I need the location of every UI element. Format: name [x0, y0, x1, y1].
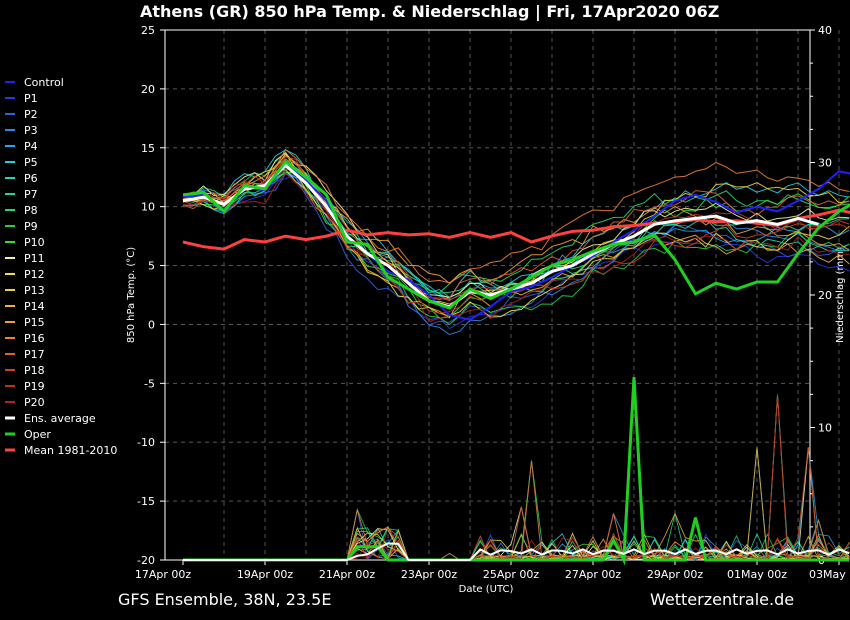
legend-label: Mean 1981-2010 [24, 444, 117, 457]
legend-label: P10 [24, 236, 45, 249]
precip-line-p4 [183, 447, 850, 561]
member-line-p2 [182, 173, 850, 326]
precipitation-lines [183, 377, 850, 566]
tick-label-y2: 10 [818, 422, 832, 435]
chart-title: Athens (GR) 850 hPa Temp. & Niederschlag… [140, 2, 719, 22]
x-axis: 17Apr 00z 19Apr 00z 21Apr 00z 23Apr 00z 25Ap… [135, 560, 850, 581]
main-series [182, 159, 850, 321]
member-line-p5 [182, 149, 850, 300]
tick-label-x: 19Apr 00z [237, 568, 294, 581]
member-line-p6 [182, 167, 850, 299]
footer-brand: Wetterzentrale.de [650, 590, 794, 609]
member-line-p18 [182, 156, 850, 302]
precip-line-ens-average [183, 542, 850, 561]
precip-line-p15 [183, 447, 850, 561]
tick-label-x: 27Apr 00z [565, 568, 622, 581]
legend-label: P20 [24, 396, 45, 409]
legend-label: P2 [24, 108, 38, 121]
legend-label: P12 [24, 268, 45, 281]
grid [165, 30, 840, 560]
member-line-p8 [182, 171, 850, 294]
tick-label-x: 23Apr 00z [401, 568, 458, 581]
legend-label: P17 [24, 348, 45, 361]
legend: Control P1 P2 P3 P4 P5 P6 P7 P8 P9 P10 P11 P12 P13 P14… [5, 76, 117, 457]
legend-label: P15 [24, 316, 45, 329]
tick-label-y: 0 [148, 318, 155, 331]
precip-line-p1 [183, 447, 850, 561]
legend-label: P16 [24, 332, 45, 345]
legend-label: P19 [24, 380, 45, 393]
precip-line-p11 [183, 447, 850, 561]
precip-line-p13 [183, 394, 850, 561]
legend-label: Ens. average [24, 412, 96, 425]
legend-label: P8 [24, 204, 38, 217]
tick-label-y: -5 [144, 377, 155, 390]
precip-line-p6 [183, 394, 850, 561]
legend-label: P3 [24, 124, 38, 137]
series-line-ens-average [182, 163, 819, 309]
member-line-p16 [182, 148, 850, 284]
legend-label: P14 [24, 300, 45, 313]
tick-label-y2: 20 [818, 289, 832, 302]
tick-label-y: 5 [148, 260, 155, 273]
tick-label-y: 25 [141, 24, 155, 37]
tick-label-y2: 30 [818, 157, 832, 170]
legend-label: P18 [24, 364, 45, 377]
tick-label-x: 17Apr 00z [135, 568, 192, 581]
legend-label: Oper [24, 428, 51, 441]
legend-label: Control [24, 76, 64, 89]
member-line-p1 [182, 173, 850, 330]
member-line-p15 [182, 155, 850, 284]
x-axis-label: Date (UTC) [459, 584, 514, 595]
y-axis-left: -20 -15 -10 -5 0 5 10 15 20 25 [137, 24, 165, 567]
footer-source: GFS Ensemble, 38N, 23.5E [118, 590, 331, 609]
tick-label-y: -10 [137, 436, 155, 449]
legend-label: P4 [24, 140, 38, 153]
tick-label-x: 03May 00z [809, 568, 850, 581]
legend-label: P1 [24, 92, 38, 105]
ensemble-members [182, 148, 850, 336]
legend-label: P11 [24, 252, 45, 265]
precip-line-p18 [183, 447, 850, 561]
tick-label-x: 01May 00z [727, 568, 787, 581]
tick-label-y: 15 [141, 142, 155, 155]
tick-label-y: -20 [137, 554, 155, 567]
tick-label-y: -15 [137, 495, 155, 508]
legend-label: P9 [24, 220, 38, 233]
tick-label-y: 20 [141, 83, 155, 96]
tick-label-x: 29Apr 00z [647, 568, 704, 581]
y-axis-label: 850 hPa Temp. (°C) [126, 247, 137, 343]
series-line-oper [182, 159, 850, 310]
y2-axis-label: Niederschlag (mm) [835, 247, 846, 343]
precip-line-p8 [183, 447, 850, 561]
legend-label: P7 [24, 188, 38, 201]
tick-label-y2: 40 [818, 24, 832, 37]
legend-label: P6 [24, 172, 38, 185]
precip-line-p20 [183, 394, 850, 561]
legend-label: P13 [24, 284, 45, 297]
tick-label-x: 25Apr 00z [483, 568, 540, 581]
tick-label-x: 21Apr 00z [319, 568, 376, 581]
member-line-p17 [182, 158, 850, 301]
member-line-p20 [182, 172, 850, 323]
legend-label: P5 [24, 156, 38, 169]
tick-label-y: 10 [141, 201, 155, 214]
